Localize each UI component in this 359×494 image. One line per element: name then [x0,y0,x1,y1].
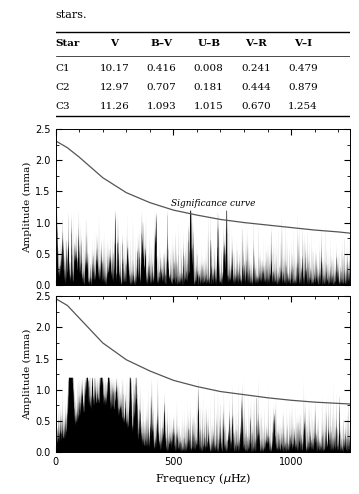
Text: 0.416: 0.416 [147,64,177,73]
Text: 12.97: 12.97 [100,83,129,92]
Text: Star: Star [56,40,80,48]
Text: Significance curve: Significance curve [171,199,256,208]
Text: 0.479: 0.479 [288,64,318,73]
Text: B–V: B–V [151,40,173,48]
Text: C3: C3 [56,102,70,111]
Text: 0.444: 0.444 [241,83,271,92]
Y-axis label: Amplitude (mma): Amplitude (mma) [23,162,33,252]
Text: 1.093: 1.093 [147,102,177,111]
X-axis label: Frequency ($\mu$Hz): Frequency ($\mu$Hz) [155,471,251,486]
Text: C2: C2 [56,83,70,92]
Text: 10.17: 10.17 [100,64,129,73]
Text: 0.670: 0.670 [241,102,271,111]
Text: 11.26: 11.26 [100,102,129,111]
Text: V–R: V–R [245,40,267,48]
Text: 1.254: 1.254 [288,102,318,111]
Y-axis label: Amplitude (mma): Amplitude (mma) [23,329,33,420]
Text: 1.015: 1.015 [194,102,224,111]
Text: U–B: U–B [197,40,220,48]
Text: 0.879: 0.879 [288,83,318,92]
Text: C1: C1 [56,64,70,73]
Text: V: V [111,40,118,48]
Text: 0.241: 0.241 [241,64,271,73]
Text: 0.707: 0.707 [147,83,177,92]
Text: 0.181: 0.181 [194,83,224,92]
Text: stars.: stars. [56,9,87,20]
Text: 0.008: 0.008 [194,64,224,73]
Text: V–I: V–I [294,40,312,48]
